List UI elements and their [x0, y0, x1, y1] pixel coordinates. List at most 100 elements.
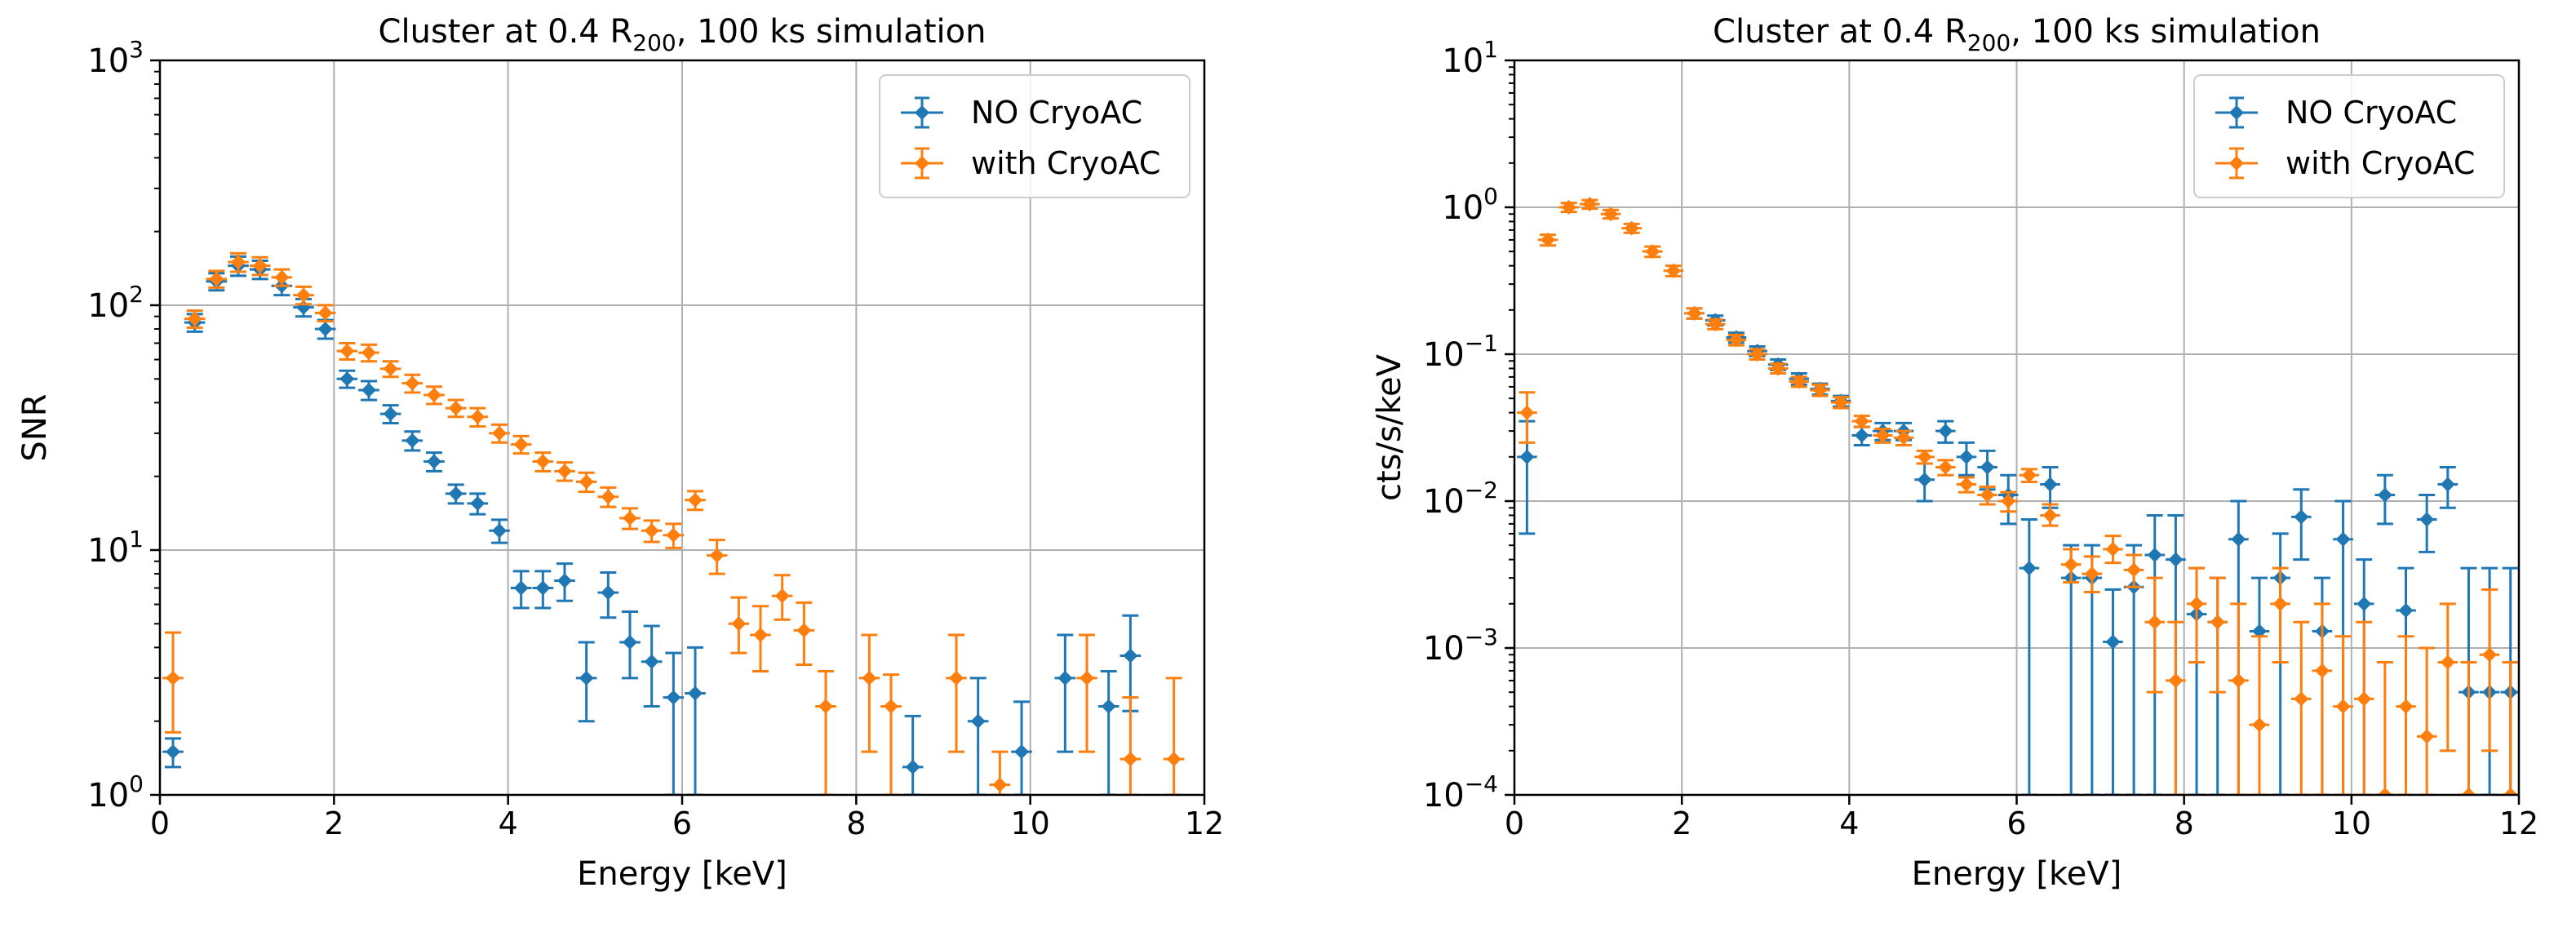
- x-tick-label: 10: [1010, 806, 1049, 841]
- data-point: [379, 404, 401, 424]
- data-point: [489, 423, 510, 444]
- data-point: [2019, 517, 2040, 795]
- data-point: [771, 574, 793, 621]
- legend-box: [879, 74, 1190, 198]
- data-point: [1956, 476, 1977, 494]
- x-tick-label: 2: [324, 806, 344, 841]
- data-point: [2019, 468, 2040, 484]
- data-point: [445, 398, 467, 419]
- data-point: [2459, 660, 2479, 795]
- data-point: [358, 379, 379, 402]
- data-point: [1873, 428, 1893, 444]
- data-point: [2249, 635, 2270, 795]
- data-point: [1120, 696, 1142, 795]
- data-point: [510, 570, 532, 610]
- data-point: [1810, 382, 1830, 397]
- data-point: [641, 624, 663, 708]
- data-point: [2270, 566, 2290, 663]
- data-point: [880, 673, 902, 795]
- y-tick-label: 10−3: [1423, 624, 1498, 668]
- data-point: [467, 406, 489, 428]
- data-point: [1830, 395, 1851, 411]
- y-tick-label: 101: [87, 526, 144, 570]
- data-point: [445, 483, 467, 505]
- legend: NO CryoAC with CryoAC: [2193, 74, 2505, 198]
- data-point: [2333, 635, 2353, 795]
- legend-label: with CryoAC: [2286, 145, 2475, 181]
- data-point: [1726, 332, 1747, 348]
- data-point: [184, 309, 206, 329]
- data-point: [728, 596, 750, 655]
- x-tick-label: 0: [1505, 806, 1524, 841]
- data-point: [946, 633, 967, 753]
- data-point: [858, 633, 880, 753]
- x-tick-label: 2: [1672, 806, 1691, 841]
- y-tick-label: 10−4: [1423, 770, 1498, 814]
- data-layer: [1517, 197, 2519, 795]
- legend-label: NO CryoAC: [2286, 95, 2457, 131]
- data-point: [467, 492, 489, 516]
- data-point: [1956, 441, 1977, 477]
- data-point: [162, 631, 184, 734]
- y-tick-label: 101: [1442, 36, 1498, 80]
- data-point: [271, 268, 293, 287]
- legend: NO CryoAC with CryoAC: [879, 74, 1190, 198]
- data-point: [663, 651, 685, 795]
- data-point: [1642, 244, 1663, 260]
- data-point: [2290, 620, 2312, 795]
- data-point: [401, 373, 423, 394]
- data-point: [1893, 429, 1914, 447]
- legend-item: NO CryoAC: [2215, 95, 2457, 131]
- data-point: [1914, 449, 1935, 465]
- data-point: [336, 341, 358, 362]
- data-point: [1914, 462, 1935, 503]
- data-point: [575, 471, 597, 494]
- data-point: [619, 610, 641, 680]
- data-point: [1558, 200, 1579, 215]
- data-point: [2123, 553, 2144, 588]
- data-point: [532, 451, 554, 473]
- data-point: [2166, 620, 2186, 795]
- y-axis-label: SNR: [16, 393, 54, 461]
- data-point: [1663, 263, 1684, 278]
- series-with-cryoac: [162, 251, 1185, 795]
- data-point: [793, 601, 815, 667]
- data-point: [1851, 414, 1873, 429]
- data-point: [423, 385, 445, 406]
- y-tick-label: 100: [87, 770, 144, 814]
- data-point: [902, 714, 924, 795]
- y-tick-label: 10−2: [1423, 477, 1498, 521]
- legend-item: with CryoAC: [901, 145, 1160, 181]
- data-point: [1600, 206, 1621, 222]
- data-point: [2144, 576, 2166, 694]
- data-point: [641, 519, 663, 544]
- legend-label: NO CryoAC: [971, 95, 1142, 131]
- legend-box: [2193, 74, 2505, 198]
- data-point: [706, 539, 728, 575]
- data-point: [619, 507, 641, 530]
- data-point: [2312, 602, 2333, 795]
- data-point: [2186, 566, 2207, 663]
- data-layer: [162, 251, 1185, 795]
- data-point: [2374, 473, 2396, 526]
- data-point: [1977, 449, 1997, 491]
- data-point: [2103, 535, 2123, 565]
- data-point: [1580, 197, 1600, 212]
- y-tick-label: 103: [87, 36, 144, 80]
- data-point: [685, 646, 706, 795]
- x-tick-label: 8: [2175, 806, 2194, 841]
- data-point: [2060, 548, 2082, 584]
- series-with-cryoac: [1517, 197, 2519, 795]
- legend-item: with CryoAC: [2215, 145, 2475, 181]
- data-point: [206, 269, 228, 289]
- data-point: [336, 369, 358, 389]
- data-point: [228, 251, 249, 273]
- data-point: [293, 285, 314, 306]
- data-point: [379, 360, 401, 379]
- data-point: [2500, 660, 2519, 795]
- data-point: [1747, 347, 1767, 362]
- x-tick-label: 0: [150, 806, 170, 841]
- x-tick-label: 8: [846, 806, 866, 841]
- x-tick-label: 12: [2499, 806, 2538, 841]
